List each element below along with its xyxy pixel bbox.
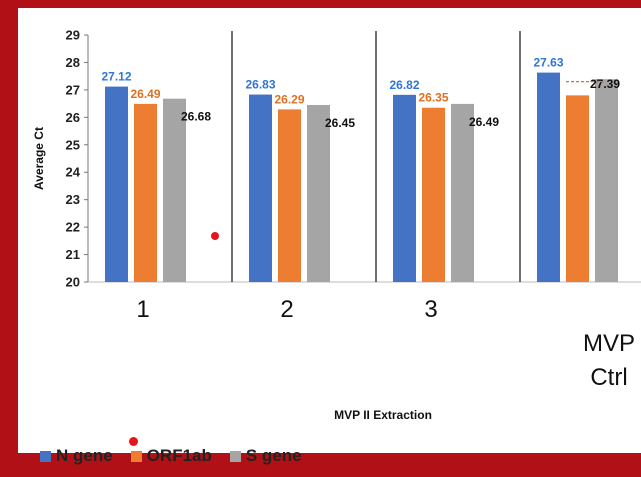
data-label: 26.82 [389,78,419,92]
data-label: 26.49 [469,115,499,129]
x-axis-label: MVP II Extraction [334,408,432,422]
x-tick-label: Ctrl [590,364,627,391]
bar-n-gene [249,94,272,282]
y-tick-label: 20 [66,275,80,290]
chart-panel: 20 21 22 23 24 25 26 27 28 29 Average Ct 27.12 26.83… [18,8,641,453]
y-tick-label: 29 [66,28,80,43]
legend-item-s-gene: S gene [229,446,302,466]
bar-orf1ab [566,95,589,282]
y-tick-label: 21 [66,247,80,262]
y-tick-label: 26 [66,110,80,125]
data-label: 27.39 [590,77,620,91]
x-tick-label: 2 [280,296,293,323]
legend-swatch [40,450,51,462]
bar-s-gene [595,79,618,283]
legend-swatch [229,450,241,462]
bar-n-gene [105,86,128,283]
bar-s-gene [451,103,474,282]
data-label: 26.83 [245,78,275,92]
legend-label: N gene [56,446,113,465]
legend-item-n-gene: N gene [40,446,113,466]
data-label: 26.45 [325,116,355,130]
red-dot-marker [211,232,219,240]
y-tick-label: 27 [66,82,80,97]
bar-n-gene [537,72,560,282]
legend: N gene ORF1ab S gene [40,437,302,466]
x-tick-label: 3 [424,296,437,323]
y-tick-label: 24 [66,165,81,180]
bar-s-gene [163,98,186,282]
x-tick-label: 1 [136,296,149,323]
data-label: 26.49 [130,87,160,101]
y-tick-label: 23 [66,192,80,207]
data-label: 26.35 [418,91,448,105]
bar-s-gene [307,104,330,282]
data-label: 27.12 [101,70,131,84]
bar-orf1ab [278,109,301,282]
data-label: 26.68 [181,110,211,124]
y-tick-label: 28 [66,55,80,70]
data-label: 26.29 [274,92,304,106]
legend-red-dot-marker [128,437,138,446]
bar-n-gene [393,94,416,282]
y-tick-label: 22 [66,220,80,235]
data-label: 27.63 [533,56,563,70]
legend-swatch [130,450,142,462]
y-axis-label: Average Ct [32,127,46,190]
x-tick-label: MVP [583,330,635,357]
legend-label: ORF1ab [146,446,212,465]
legend-label: S gene [245,446,302,465]
bar-orf1ab [134,103,157,282]
y-tick-label: 25 [66,137,80,152]
legend-item-orf1ab: ORF1ab [128,437,212,466]
bar-orf1ab [422,107,445,282]
